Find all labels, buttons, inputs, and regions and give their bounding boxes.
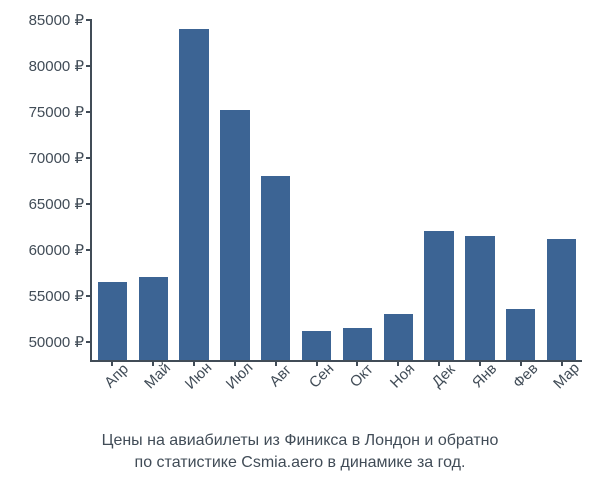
x-tick-mark [316, 360, 318, 366]
x-tick-mark [479, 360, 481, 366]
y-tick-label: 80000 ₽ [29, 57, 92, 75]
bar [302, 331, 331, 360]
chart-caption: Цены на авиабилеты из Финикса в Лондон и… [0, 430, 600, 473]
y-tick-label: 75000 ₽ [29, 103, 92, 121]
y-tick-label: 70000 ₽ [29, 149, 92, 167]
bar [547, 239, 576, 360]
x-tick-label: Июл [223, 359, 257, 393]
x-tick-label: Сен [305, 360, 336, 391]
x-tick-mark [193, 360, 195, 366]
x-tick-label: Май [141, 360, 174, 393]
bar [506, 309, 535, 360]
x-tick-label: Мар [550, 360, 583, 393]
y-tick-label: 85000 ₽ [29, 11, 92, 29]
x-tick-mark [561, 360, 563, 366]
y-tick-label: 55000 ₽ [29, 287, 92, 305]
bar [98, 282, 127, 360]
x-tick-mark [356, 360, 358, 366]
bar [465, 236, 494, 360]
bar [384, 314, 413, 360]
x-tick-label: Авг [266, 362, 295, 391]
x-tick-mark [152, 360, 154, 366]
bar [424, 231, 453, 360]
x-tick-mark [397, 360, 399, 366]
x-tick-label: Ноя [387, 360, 418, 391]
x-tick-label: Дек [429, 361, 459, 391]
x-tick-label: Апр [102, 361, 133, 392]
bar [343, 328, 372, 360]
x-tick-label: Янв [469, 360, 500, 391]
y-tick-label: 65000 ₽ [29, 195, 92, 213]
x-tick-label: Фев [510, 360, 542, 392]
x-tick-label: Июн [182, 359, 215, 392]
caption-line-1: Цены на авиабилеты из Финикса в Лондон и… [102, 432, 499, 449]
bar [179, 29, 208, 360]
price-chart: 50000 ₽ 55000 ₽ 60000 ₽ 65000 ₽ 70000 ₽ 75000… [0, 0, 600, 500]
y-tick-label: 60000 ₽ [29, 241, 92, 259]
y-tick-label: 50000 ₽ [29, 333, 92, 351]
x-tick-mark [111, 360, 113, 366]
x-tick-mark [234, 360, 236, 366]
x-tick-mark [520, 360, 522, 366]
bar [261, 176, 290, 360]
caption-line-2: по статистике Csmia.aero в динамике за г… [135, 454, 466, 471]
x-tick-label: Окт [347, 361, 377, 391]
plot-area: 50000 ₽55000 ₽60000 ₽65000 ₽70000 ₽75000… [90, 20, 582, 362]
bar [220, 110, 249, 360]
x-tick-mark [438, 360, 440, 366]
x-tick-mark [275, 360, 277, 366]
bar [139, 277, 168, 360]
